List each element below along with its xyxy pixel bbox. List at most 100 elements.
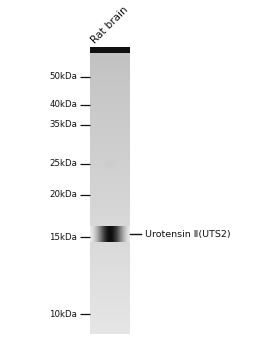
Bar (100, 164, 101, 165)
Bar (90, 240, 130, 241)
Bar (115, 155, 116, 156)
Bar (99, 160, 100, 161)
Bar (90, 180, 130, 181)
Bar (106, 164, 107, 165)
Bar (109, 164, 110, 165)
Bar (90, 187, 130, 188)
Bar (110, 164, 111, 165)
Bar (105, 168, 106, 169)
Bar (103, 161, 104, 162)
Bar (102, 154, 103, 155)
Bar (119, 172, 120, 173)
Bar (90, 304, 130, 305)
Bar (109, 226, 110, 242)
Bar (90, 127, 130, 128)
Bar (103, 162, 104, 163)
Bar (118, 161, 119, 162)
Bar (117, 156, 118, 157)
Bar (117, 171, 118, 172)
Bar (90, 134, 130, 135)
Bar (108, 156, 109, 157)
Bar (101, 163, 102, 164)
Bar (117, 158, 118, 159)
Bar (118, 166, 119, 167)
Bar (113, 226, 114, 242)
Bar (117, 163, 118, 164)
Bar (90, 105, 130, 106)
Bar (121, 163, 122, 164)
Bar (99, 153, 100, 154)
Bar (90, 167, 130, 168)
Bar (100, 165, 101, 166)
Bar (90, 299, 130, 300)
Bar (90, 214, 130, 215)
Bar (90, 142, 130, 143)
Bar (90, 84, 130, 85)
Bar (118, 165, 119, 166)
Bar (110, 155, 111, 156)
Bar (90, 74, 130, 75)
Bar (90, 146, 130, 147)
Bar (114, 168, 115, 169)
Bar (90, 273, 130, 274)
Bar (120, 173, 121, 174)
Bar (98, 155, 99, 156)
Bar (98, 163, 99, 164)
Bar (109, 155, 110, 156)
Bar (90, 114, 130, 115)
Bar (106, 156, 107, 157)
Bar (99, 173, 100, 174)
Bar (109, 157, 110, 158)
Bar (113, 155, 114, 156)
Bar (105, 165, 106, 166)
Bar (105, 163, 106, 164)
Bar (120, 162, 121, 163)
Bar (90, 115, 130, 116)
Bar (100, 157, 101, 158)
Bar (102, 156, 103, 157)
Bar (113, 162, 114, 163)
Bar (112, 226, 113, 242)
Bar (90, 157, 130, 158)
Bar (102, 167, 103, 168)
Bar (90, 206, 130, 208)
Bar (90, 158, 130, 159)
Bar (105, 169, 106, 170)
Bar (112, 160, 113, 161)
Bar (90, 274, 130, 275)
Bar (113, 169, 114, 170)
Bar (99, 162, 100, 163)
Bar (90, 63, 130, 64)
Bar (115, 170, 116, 171)
Bar (90, 313, 130, 314)
Bar (111, 173, 112, 174)
Bar (102, 172, 103, 173)
Bar (113, 158, 114, 159)
Bar (102, 163, 103, 164)
Bar (90, 159, 130, 160)
Bar (100, 166, 101, 167)
Bar (90, 282, 130, 284)
Bar (91, 226, 92, 242)
Bar (101, 161, 102, 162)
Bar (116, 153, 117, 154)
Bar (111, 154, 112, 155)
Bar (103, 171, 104, 172)
Bar (103, 167, 104, 168)
Bar (103, 157, 104, 158)
Bar (90, 315, 130, 316)
Bar (90, 140, 130, 141)
Bar (115, 154, 116, 155)
Bar (99, 164, 100, 165)
Bar (90, 133, 130, 134)
Bar (120, 157, 121, 158)
Bar (98, 173, 99, 174)
Bar (90, 246, 130, 247)
Bar (118, 163, 119, 164)
Bar (90, 203, 130, 204)
Bar (90, 83, 130, 84)
Bar (90, 186, 130, 187)
Bar (90, 237, 130, 238)
Bar (117, 157, 118, 158)
Bar (101, 171, 102, 172)
